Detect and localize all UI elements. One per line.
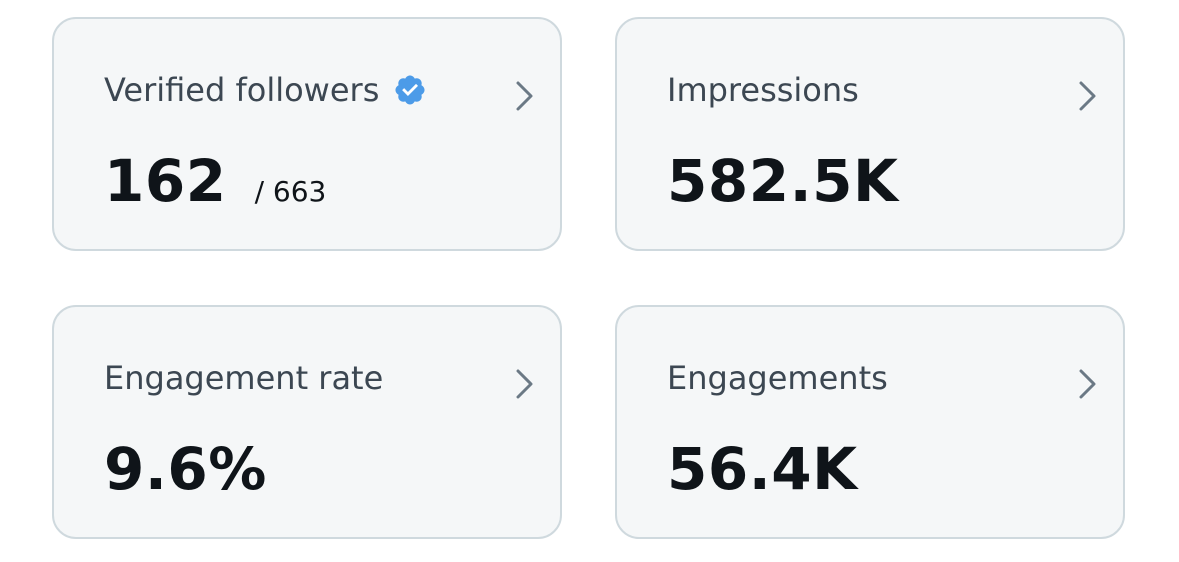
card-value: 9.6% (104, 435, 267, 503)
chevron-icon (1079, 369, 1096, 399)
card-value-row: 162 / 663 (104, 147, 326, 215)
card-total: / 663 (254, 175, 327, 208)
card-label-row: Verified followers (104, 71, 427, 109)
card-value: 162 (104, 147, 227, 215)
card-label-row: Engagements (667, 359, 888, 397)
chevron-icon (1079, 81, 1096, 111)
chevron-icon (516, 81, 533, 111)
card-label-row: Engagement rate (104, 359, 383, 397)
chevron-icon (516, 369, 533, 399)
stat-card[interactable]: Engagement rate 9.6% (52, 305, 562, 539)
card-value-row: 582.5K (667, 147, 898, 215)
stat-card[interactable]: Verified followers 162 / 663 (52, 17, 562, 251)
card-label-row: Impressions (667, 71, 859, 109)
card-value: 582.5K (667, 147, 899, 215)
card-label: Impressions (667, 71, 859, 109)
card-label: Verified followers (104, 71, 380, 109)
card-label: Engagements (667, 359, 888, 397)
card-label: Engagement rate (104, 359, 384, 397)
card-value-row: 56.4K (667, 435, 858, 503)
card-value: 56.4K (667, 435, 858, 503)
card-value-row: 9.6% (104, 435, 267, 503)
stat-card[interactable]: Impressions 582.5K (615, 17, 1125, 251)
stat-card[interactable]: Engagements 56.4K (615, 305, 1125, 539)
verified-badge (395, 75, 425, 105)
